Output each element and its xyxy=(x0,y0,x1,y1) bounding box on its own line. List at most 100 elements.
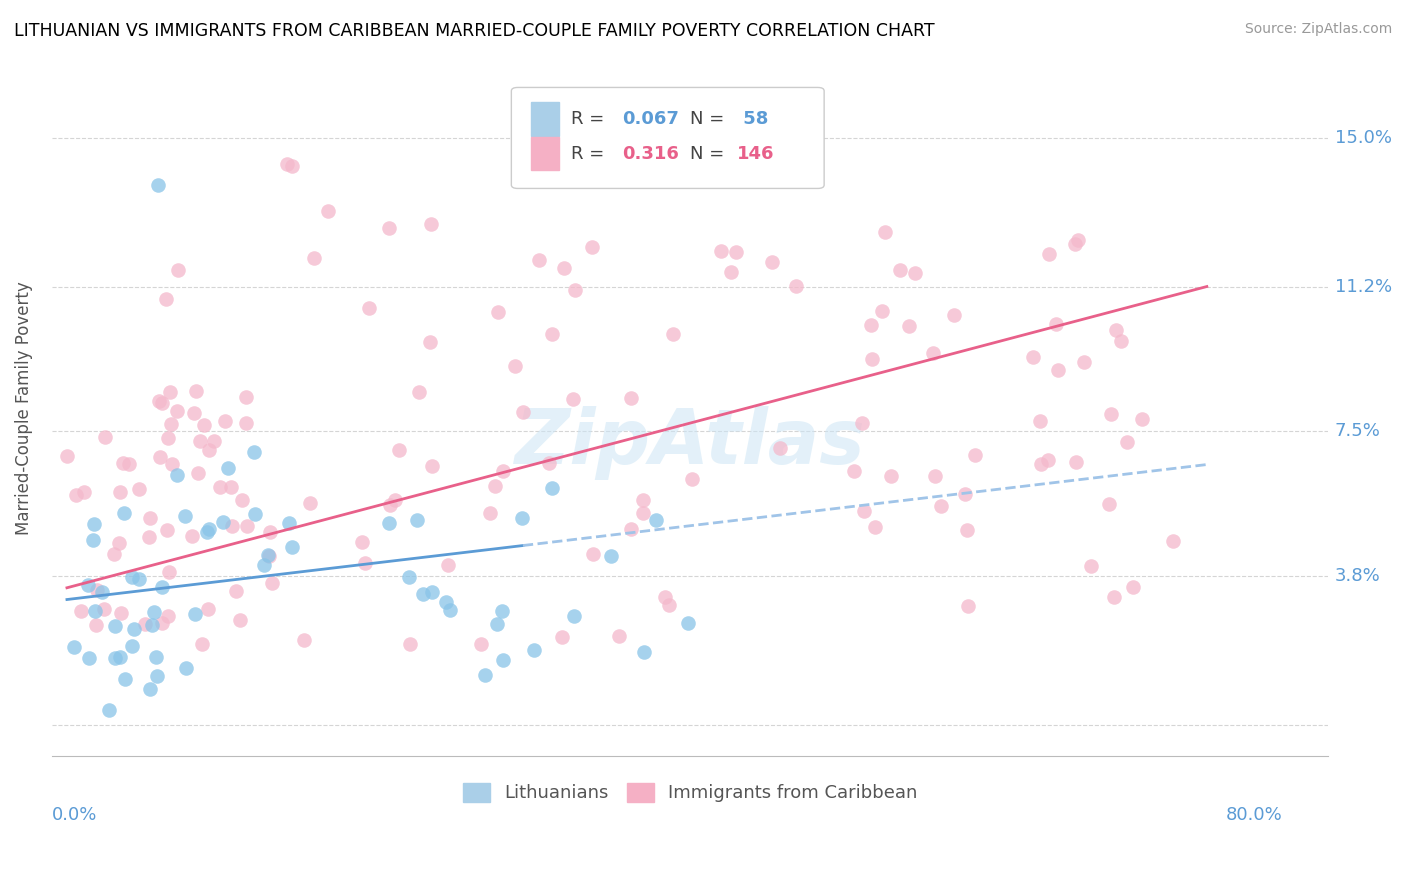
Point xyxy=(141,618,163,632)
Point xyxy=(174,661,197,675)
Point xyxy=(1115,435,1137,450)
Point xyxy=(90,584,112,599)
Point xyxy=(654,590,676,604)
Point xyxy=(486,305,509,319)
Point xyxy=(359,301,381,315)
Text: LITHUANIAN VS IMMIGRANTS FROM CARIBBEAN MARRIED-COUPLE FAMILY POVERTY CORRELATIO: LITHUANIAN VS IMMIGRANTS FROM CARIBBEAN … xyxy=(14,22,935,40)
Point xyxy=(512,511,534,525)
Point xyxy=(231,493,253,508)
Text: 146: 146 xyxy=(737,145,775,162)
Point xyxy=(853,504,876,518)
Point xyxy=(316,203,339,218)
Point xyxy=(110,606,132,620)
Point xyxy=(486,616,509,631)
Point xyxy=(146,178,169,192)
Point xyxy=(378,220,401,235)
Point xyxy=(419,335,441,350)
Point xyxy=(65,488,87,502)
Point xyxy=(150,396,173,410)
Point xyxy=(1109,334,1132,348)
Point xyxy=(214,415,236,429)
Point xyxy=(769,441,792,455)
Point xyxy=(108,535,131,549)
Point xyxy=(350,535,373,549)
Point xyxy=(963,448,986,462)
Point xyxy=(1028,414,1050,428)
Point xyxy=(523,642,546,657)
Point xyxy=(924,468,946,483)
Point xyxy=(561,392,583,407)
Point xyxy=(681,472,703,486)
Point xyxy=(399,637,422,651)
Point xyxy=(110,484,132,499)
Point xyxy=(439,603,461,617)
Point xyxy=(875,225,897,239)
Point xyxy=(551,630,574,644)
Point xyxy=(114,672,136,686)
Point xyxy=(406,513,429,527)
Point xyxy=(710,244,733,258)
Point xyxy=(1067,234,1090,248)
Point xyxy=(188,434,211,448)
Point xyxy=(121,639,143,653)
Point xyxy=(633,493,655,508)
Point xyxy=(420,458,443,473)
Point xyxy=(221,519,243,533)
Text: 3.8%: 3.8% xyxy=(1334,567,1381,585)
Point xyxy=(863,519,886,533)
Point xyxy=(785,278,807,293)
Point xyxy=(620,391,643,405)
Point xyxy=(138,530,160,544)
Point xyxy=(82,533,104,547)
Point xyxy=(897,319,920,334)
Point xyxy=(422,585,444,599)
Point xyxy=(217,461,239,475)
Point xyxy=(842,464,865,478)
Point xyxy=(198,442,221,457)
Text: ZipAtlas: ZipAtlas xyxy=(515,406,866,480)
Point xyxy=(139,511,162,525)
Point xyxy=(186,466,208,480)
Text: 0.0%: 0.0% xyxy=(52,806,97,824)
Point xyxy=(607,629,630,643)
Point xyxy=(538,456,561,470)
Point xyxy=(645,513,668,527)
Point xyxy=(145,669,167,683)
Point xyxy=(503,359,526,374)
Point xyxy=(253,558,276,572)
Point xyxy=(474,668,496,682)
Point xyxy=(860,352,883,367)
Text: 15.0%: 15.0% xyxy=(1334,128,1392,147)
Point xyxy=(174,508,197,523)
Point xyxy=(156,523,179,537)
Point xyxy=(921,345,943,359)
Point xyxy=(134,617,156,632)
Point xyxy=(257,549,280,563)
Point xyxy=(143,605,166,619)
Text: R =: R = xyxy=(571,110,610,128)
Point xyxy=(541,326,564,341)
Point xyxy=(122,622,145,636)
Point xyxy=(378,498,401,512)
Point xyxy=(1099,408,1122,422)
Point xyxy=(111,457,134,471)
Point xyxy=(676,615,699,630)
Point xyxy=(298,496,321,510)
Point xyxy=(77,578,100,592)
Point xyxy=(211,516,233,530)
Point xyxy=(280,540,302,554)
Point xyxy=(956,599,979,613)
Point xyxy=(1045,317,1067,331)
Point xyxy=(235,390,257,404)
Text: 7.5%: 7.5% xyxy=(1334,422,1381,441)
Point xyxy=(150,580,173,594)
Point xyxy=(159,385,181,400)
Point xyxy=(292,633,315,648)
Point xyxy=(150,616,173,631)
Point xyxy=(302,251,325,265)
Point xyxy=(388,443,411,458)
FancyBboxPatch shape xyxy=(512,87,824,188)
Point xyxy=(162,458,184,472)
Point xyxy=(658,598,681,612)
Point xyxy=(110,650,132,665)
